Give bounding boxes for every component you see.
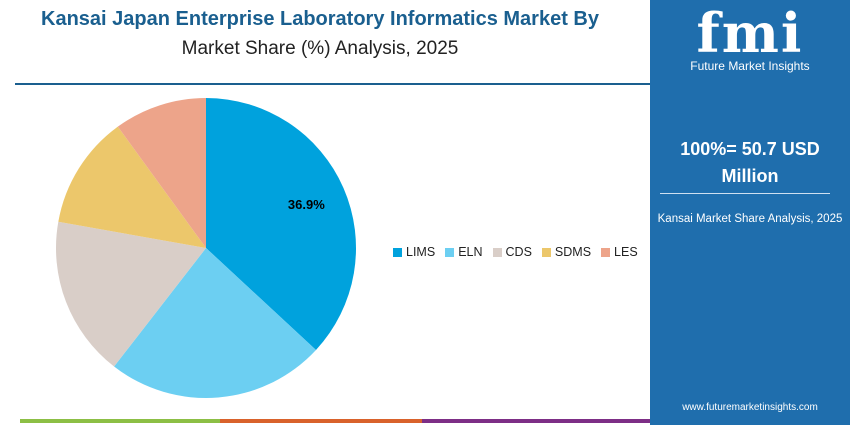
data-label-lims: 36.9% [288,197,325,212]
pie-slice-sdms [58,126,206,248]
chart-subtitle: Market Share (%) Analysis, 2025 [181,38,459,59]
market-total-value: 100%= 50.7 USD [680,139,820,159]
legend-item-sdms: SDMS [541,245,592,259]
footer-bar-purple [422,419,650,423]
website-link[interactable]: www.futuremarketinsights.com [682,402,818,413]
legend-label: ELN [458,245,483,259]
legend-item-cds: CDS [492,245,532,259]
pie-slice-cds [55,221,206,367]
market-total: 100%= 50.7 USD Million [650,136,850,190]
legend-swatch [393,247,402,257]
pie-slice-les [117,98,206,248]
chart-title: Kansai Japan Enterprise Laboratory Infor… [41,8,599,30]
legend-swatch [601,247,611,257]
pie-slice-eln [114,248,316,398]
footer-bar-orange [220,419,422,423]
legend-label: CDS [505,245,532,259]
fmi-logo: fmi Future Market Insights [650,5,850,73]
legend-item-les: LES [601,245,638,259]
panel-subtitle: Kansai Market Share Analysis, 2025 [657,213,843,225]
title-divider [15,83,655,85]
legend-item-lims: LIMS [393,245,435,259]
legend-label: LIMS [406,245,436,259]
legend-swatch [492,247,502,257]
legend-label: LES [614,245,638,259]
logo-mark: fmi [696,1,804,65]
panel-divider [660,193,830,194]
market-total-unit: Million [721,166,779,186]
legend-swatch [445,247,455,257]
info-panel: fmi Future Market Insights 100%= 50.7 US… [650,0,850,425]
legend-swatch [541,247,551,257]
footer-bar-green [20,419,220,423]
pie-chart: 36.9% [55,98,357,398]
logo-text: Future Market Insights [690,59,810,73]
legend-label: SDMS [554,245,592,259]
pie-slice-lims [206,98,357,350]
legend-item-eln: ELN [445,245,483,259]
legend: LIMS ELN CDS SDMS LES [393,245,638,259]
